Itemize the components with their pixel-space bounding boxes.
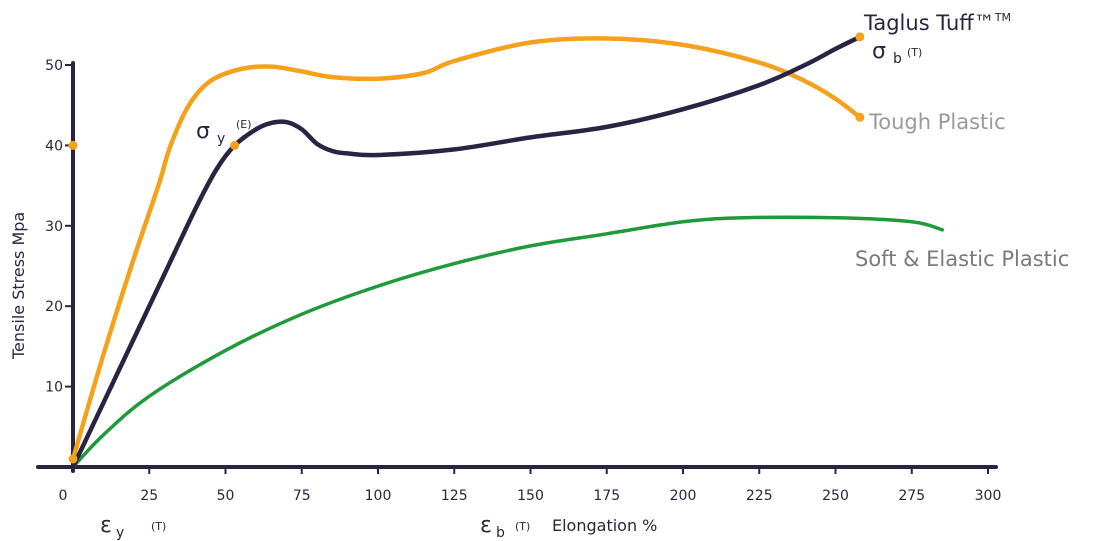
data-point-marker bbox=[855, 112, 865, 122]
svg-text:ε: ε bbox=[480, 513, 492, 538]
x-tick-label: 300 bbox=[975, 488, 1002, 504]
y-axis-ticks: 10 20 30 40 50 bbox=[45, 58, 73, 396]
x-axis-title: Elongation % bbox=[552, 516, 657, 535]
x-tick-label: 200 bbox=[670, 488, 697, 504]
data-markers bbox=[68, 32, 865, 464]
x-tick-label: 225 bbox=[746, 488, 773, 504]
svg-text:b: b bbox=[496, 525, 505, 541]
svg-text:b: b bbox=[893, 51, 902, 67]
svg-text:σ: σ bbox=[872, 39, 886, 64]
data-point-marker bbox=[68, 140, 78, 150]
annotation-epsilon-y: ε y (T) bbox=[100, 513, 166, 541]
series-label-tough-plastic: Tough Plastic bbox=[868, 110, 1006, 134]
annotation-epsilon-b: ε b (T) bbox=[480, 513, 530, 541]
y-tick-label: 30 bbox=[45, 219, 63, 235]
series-line-taglus-tuff bbox=[70, 34, 863, 470]
svg-text:(T): (T) bbox=[907, 46, 922, 59]
y-axis-title: Tensile Stress Mpa bbox=[9, 212, 28, 360]
x-tick-label: 175 bbox=[593, 488, 620, 504]
svg-text:(E): (E) bbox=[236, 118, 252, 131]
svg-text:ε: ε bbox=[100, 513, 112, 538]
y-tick-label: 20 bbox=[45, 299, 63, 315]
x-tick-label: 25 bbox=[140, 488, 158, 504]
data-point-marker bbox=[230, 140, 240, 150]
svg-text:y: y bbox=[116, 525, 124, 541]
x-tick-label: 100 bbox=[365, 488, 392, 504]
x-tick-label: 275 bbox=[898, 488, 925, 504]
y-tick-label: 40 bbox=[45, 138, 63, 154]
data-point-marker bbox=[68, 454, 78, 464]
series-label-soft-elastic: Soft & Elastic Plastic bbox=[855, 247, 1069, 271]
annotation-sigma-y: σ y (E) bbox=[196, 118, 252, 147]
y-tick-label: 50 bbox=[45, 58, 63, 74]
x-tick-label: 75 bbox=[293, 488, 311, 504]
svg-text:(T): (T) bbox=[151, 520, 166, 533]
series-lines bbox=[70, 34, 945, 470]
x-tick-label: 50 bbox=[217, 488, 235, 504]
x-tick-label: 250 bbox=[822, 488, 849, 504]
x-tick-label: 125 bbox=[441, 488, 468, 504]
svg-text:(T): (T) bbox=[515, 520, 530, 533]
x-tick-label: 0 bbox=[59, 488, 68, 504]
series-label-taglus-tuff: Taglus Tuff™TM bbox=[863, 11, 1011, 35]
trademark-superscript: TM bbox=[994, 11, 1011, 24]
x-axis-ticks: 0 25 50 75 100 125 150 175 200 225 250 275 300 bbox=[59, 467, 1002, 504]
series-line-tough-plastic bbox=[70, 36, 863, 462]
series-line-soft-elastic bbox=[71, 215, 945, 469]
y-tick-label: 10 bbox=[45, 380, 63, 396]
svg-text:y: y bbox=[217, 131, 225, 147]
annotation-sigma-b: σ b (T) bbox=[872, 39, 922, 67]
data-point-marker bbox=[855, 32, 865, 42]
x-tick-label: 150 bbox=[517, 488, 544, 504]
svg-text:σ: σ bbox=[196, 119, 210, 144]
